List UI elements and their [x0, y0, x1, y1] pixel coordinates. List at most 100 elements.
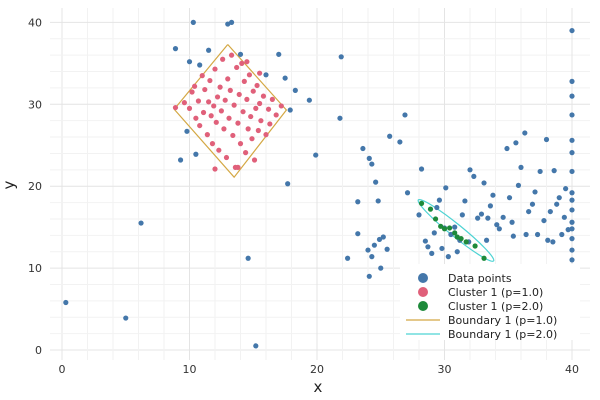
data-point [418, 166, 425, 172]
data-point [545, 237, 551, 243]
legend-label: Cluster 1 (p=2.0) [448, 300, 543, 313]
data-point [478, 211, 485, 217]
cluster-p1-point [234, 64, 240, 71]
data-point [526, 208, 532, 215]
cluster-p1-point [209, 141, 216, 147]
data-point [366, 273, 372, 279]
data-point [496, 226, 502, 232]
data-point [569, 27, 575, 34]
cluster-p1-point [212, 66, 218, 72]
cluster-p1-point [202, 86, 208, 93]
data-point [360, 145, 366, 152]
data-point [445, 254, 451, 260]
cluster-p2-point [452, 230, 458, 236]
data-point [569, 168, 575, 175]
cluster-p1-point [228, 52, 235, 58]
data-point [490, 192, 496, 198]
cluster-p2-point [458, 236, 464, 242]
cluster-p1-point [248, 113, 254, 120]
cluster-p1-point [260, 93, 267, 99]
data-point [515, 182, 522, 188]
x-axis-label: x [314, 378, 323, 396]
cluster-p1-point [255, 127, 261, 134]
data-point [397, 139, 403, 145]
cluster-p2-point [438, 223, 444, 229]
data-point [550, 239, 556, 245]
cluster-p1-point [239, 60, 245, 66]
data-point [416, 212, 422, 218]
data-point [569, 150, 575, 156]
boundaries [173, 44, 495, 262]
data-point [559, 231, 565, 238]
data-point [355, 231, 361, 237]
data-point [547, 208, 553, 215]
data-point [237, 51, 244, 57]
y-axis-label: y [0, 180, 18, 189]
cluster-p1-point [240, 109, 246, 115]
cluster-p1-point [223, 154, 230, 161]
data-point [306, 97, 312, 103]
data-point [384, 246, 390, 252]
data-point [471, 173, 477, 179]
cluster-p1-point [237, 141, 244, 147]
data-point [431, 230, 437, 236]
cluster-p1-point [186, 105, 193, 111]
cluster-p2-point [463, 239, 469, 245]
data-point [454, 249, 460, 255]
data-point [63, 299, 69, 306]
cluster-p1-point [267, 121, 273, 127]
cluster-p1-point [200, 109, 207, 116]
legend-marker [418, 301, 428, 311]
cluster-p1-point [225, 76, 231, 82]
data-point [402, 112, 408, 118]
boundary-p2-ellipse [417, 198, 495, 262]
data-point [504, 145, 510, 152]
data-point [467, 167, 473, 173]
data-point [532, 189, 538, 195]
data-point [376, 236, 383, 243]
legend-marker [418, 273, 428, 283]
cluster-p1-point [217, 84, 223, 90]
data-point [569, 207, 575, 213]
data-point [285, 181, 291, 187]
cluster-p1-point [250, 88, 256, 94]
data-point [510, 233, 516, 239]
data-point [434, 204, 440, 211]
cluster-p2-point [441, 226, 448, 232]
cluster-p2-point [472, 243, 478, 249]
data-point [172, 46, 179, 52]
data-point [569, 93, 575, 99]
data-point [355, 199, 361, 205]
data-point [439, 245, 445, 252]
cluster-p1-point [251, 157, 258, 163]
cluster-p2-point [481, 255, 487, 261]
data-point [569, 219, 575, 225]
cluster-p1-point [244, 96, 250, 102]
data-point [487, 203, 493, 209]
data-point [529, 201, 536, 207]
legend-box [400, 264, 580, 340]
data-point [541, 217, 547, 224]
data-point [452, 224, 458, 230]
cluster-p1-point [257, 70, 263, 76]
cluster-p1-point [263, 132, 269, 138]
data-point [569, 257, 575, 263]
data-point [569, 236, 575, 242]
data-point [387, 133, 393, 139]
data-point [425, 244, 431, 250]
legend-label: Data points [448, 272, 512, 285]
cluster-p1-point [172, 104, 179, 111]
data-point [569, 137, 575, 143]
cluster-p1-point [211, 103, 217, 109]
data-point [373, 179, 379, 185]
y-tick-label: 40 [28, 16, 42, 29]
data-point [569, 78, 575, 84]
tick-labels: 0 10 20 30 40 0 10 20 30 40 [28, 16, 579, 376]
legend-label: Boundary 1 (p=2.0) [448, 328, 557, 341]
cluster-p1-point [199, 73, 205, 79]
cluster-p1-point [206, 99, 212, 105]
cluster-p1-point [220, 56, 226, 62]
data-point [366, 155, 372, 161]
boundary-p1-line [173, 44, 288, 179]
